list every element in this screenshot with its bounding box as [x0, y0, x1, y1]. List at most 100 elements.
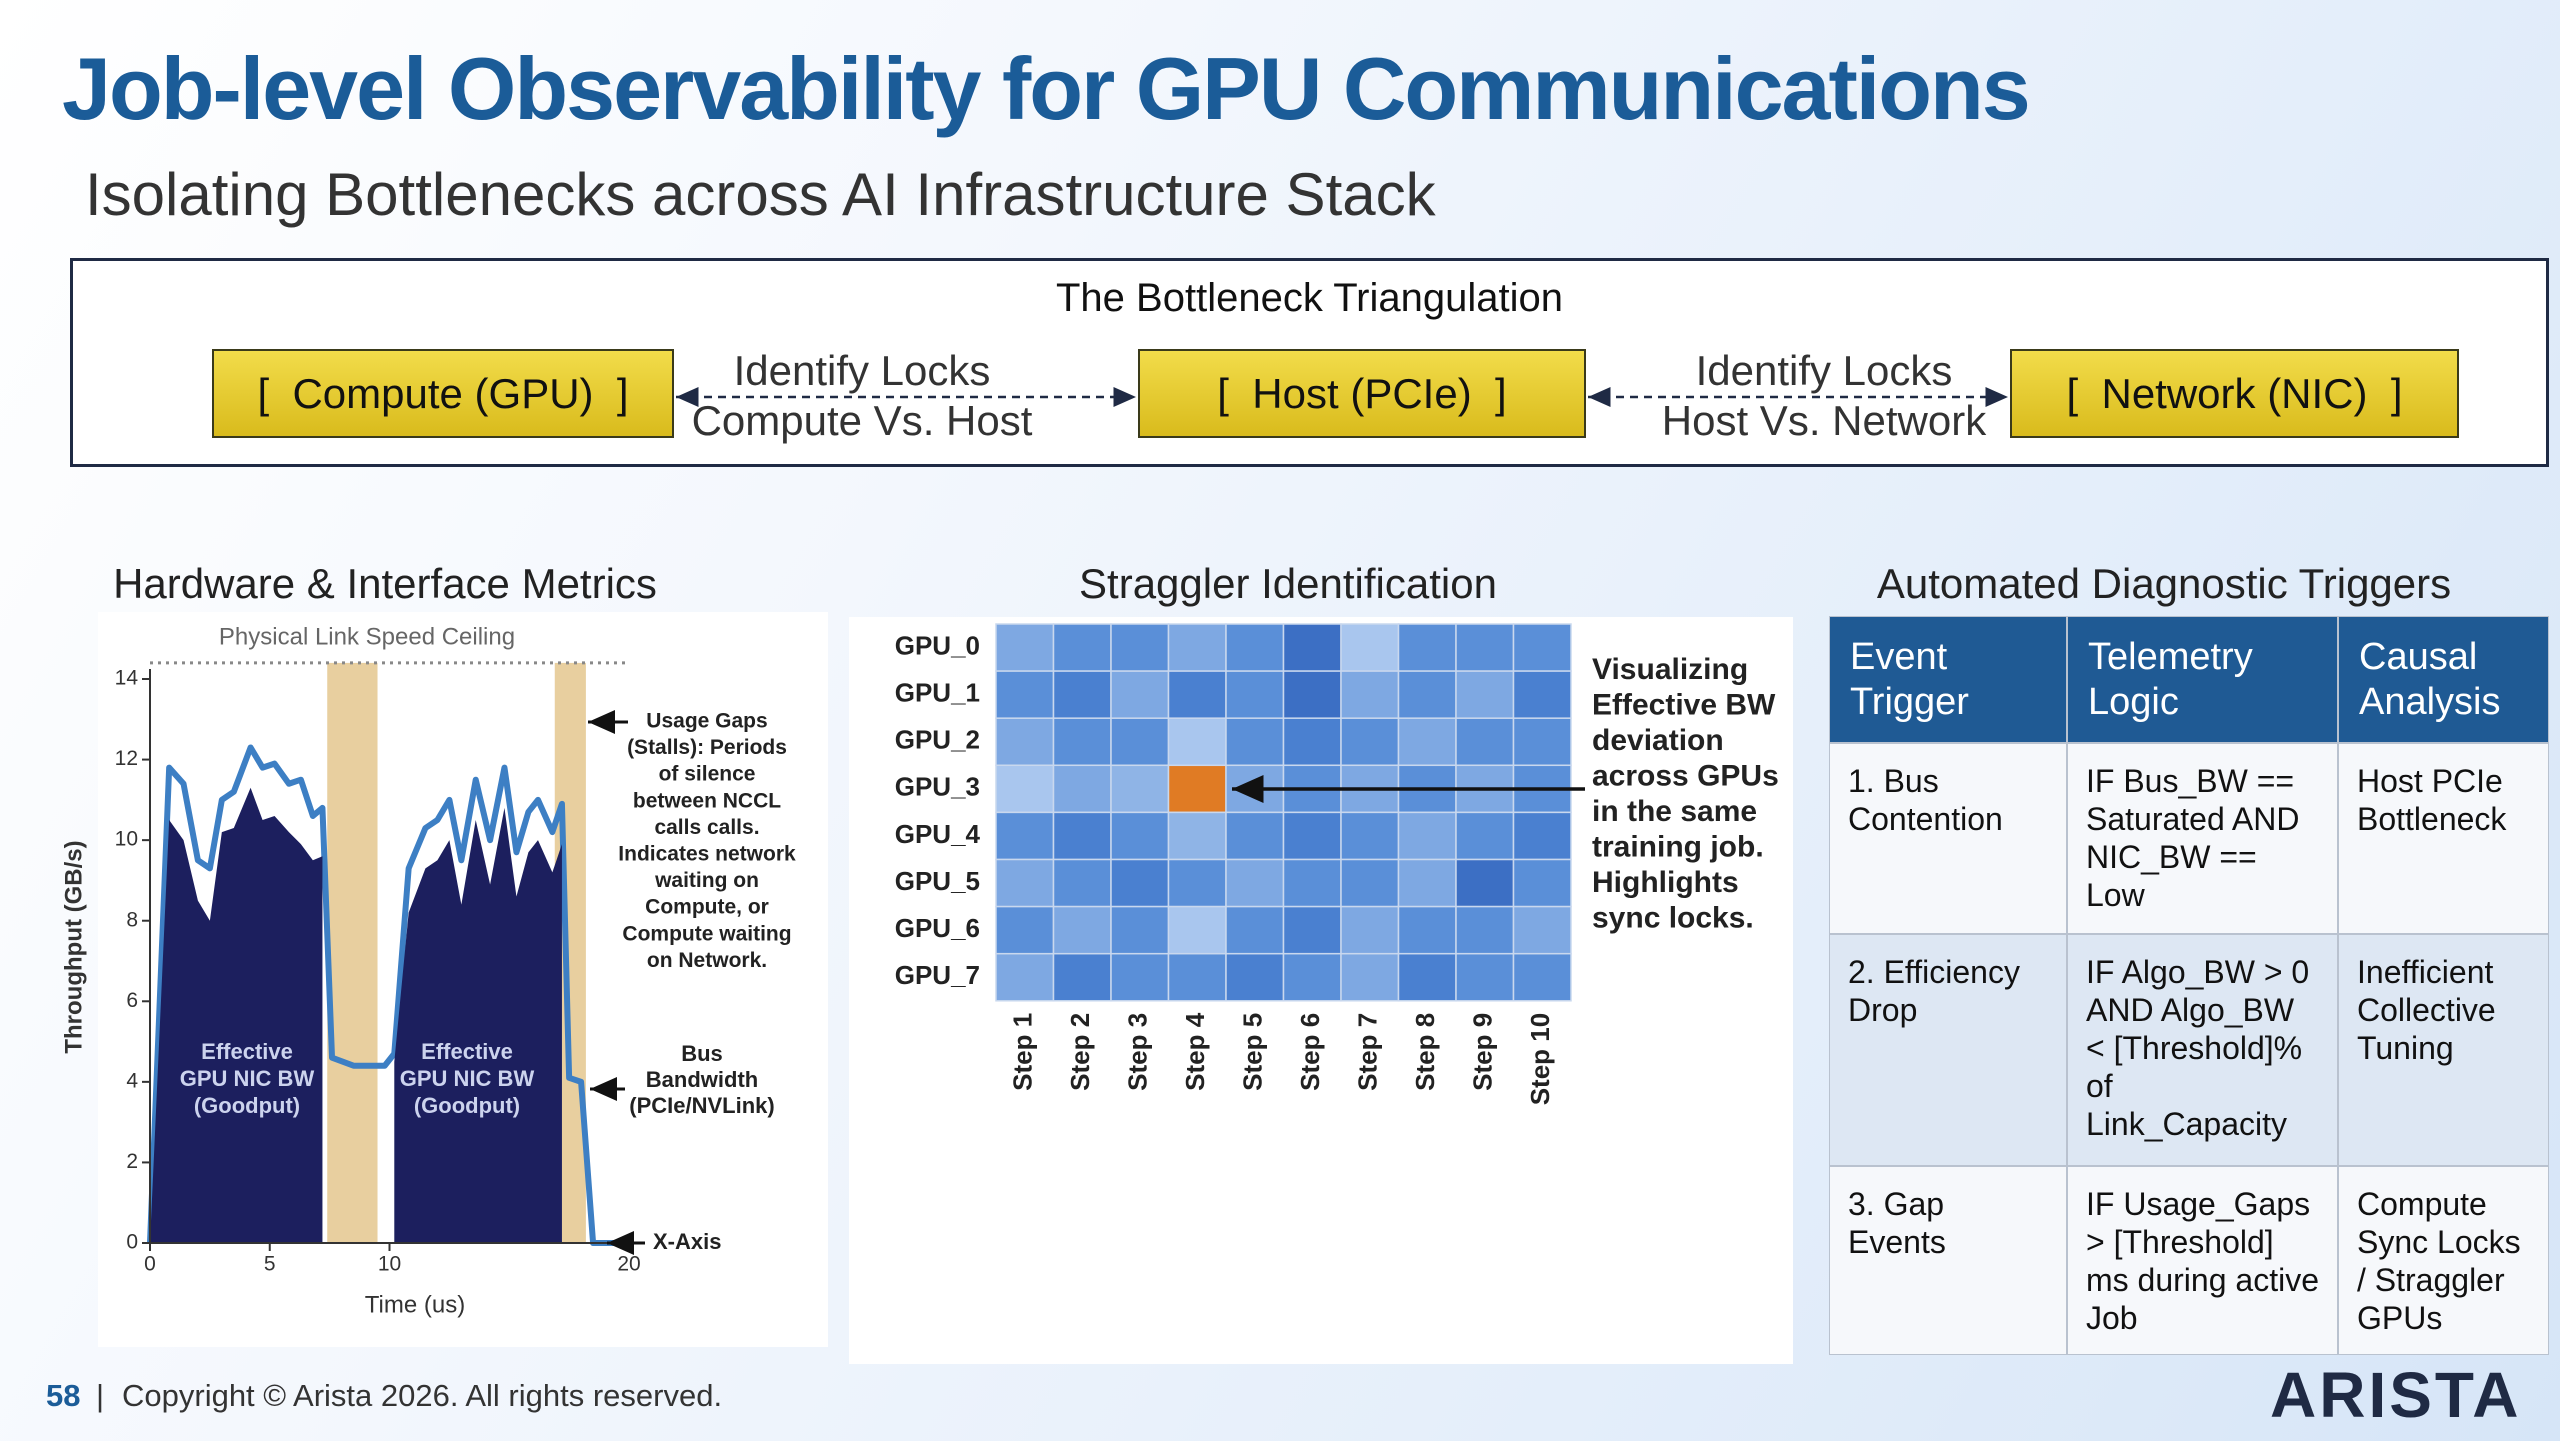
- heatmap-cell: [1225, 858, 1285, 908]
- row-label: GPU_0: [895, 630, 980, 660]
- row-label: GPU_7: [895, 960, 980, 990]
- heatmap-cell: [1512, 905, 1572, 955]
- node: [ Compute (GPU) ]: [212, 349, 674, 438]
- heatmap-cell: [995, 905, 1055, 955]
- section-heading: Straggler Identification: [1079, 560, 1497, 607]
- heatmap-cell: [995, 717, 1055, 767]
- annotation: (PCIe/NVLink): [629, 1093, 774, 1118]
- heatmap-cell: [1110, 811, 1170, 861]
- row-label: GPU_4: [895, 819, 981, 849]
- table-header-cell: Event Trigger: [1829, 616, 2067, 743]
- node: [ Network (NIC) ]: [2010, 349, 2459, 438]
- goodput-label: (Goodput): [194, 1093, 300, 1118]
- heatmap-annotation: across GPUs: [1592, 759, 1779, 792]
- column-label: Step 5: [1238, 1013, 1268, 1091]
- subtitle: Isolating Bottlenecks across AI Infrastr…: [85, 161, 1436, 228]
- heatmap-cell: [1110, 952, 1170, 1002]
- row-label: GPU_3: [895, 772, 980, 802]
- section-heading: Automated Diagnostic Triggers: [1876, 560, 2452, 607]
- x-tick-label: 5: [264, 1253, 276, 1276]
- heatmap-annotation: Visualizing: [1592, 653, 1748, 686]
- heatmap-cell: [1397, 858, 1457, 908]
- heatmap-cell: [1052, 717, 1112, 767]
- column-label: Step 9: [1468, 1013, 1498, 1091]
- heatmap-cell: [1397, 811, 1457, 861]
- heatmap-cell: [1225, 623, 1285, 672]
- table-cell: 3. Gap Events: [1829, 1166, 2067, 1355]
- heatmap-cell: [1052, 670, 1112, 719]
- table-cell: IF Bus_BW == Saturated AND NIC_BW == Low: [2067, 743, 2338, 934]
- heatmap-annotation: training job.: [1592, 830, 1764, 863]
- heatmap-cell: [1455, 670, 1515, 719]
- heatmap-cell: [1167, 764, 1227, 814]
- heatmap-cell: [1110, 905, 1170, 955]
- column-label: Step 7: [1353, 1013, 1383, 1091]
- heatmap-cell: [1397, 670, 1457, 719]
- row-label: GPU_2: [895, 725, 980, 755]
- y-tick-label: 6: [126, 989, 138, 1012]
- heatmap-cell: [1397, 952, 1457, 1002]
- heatmap-cell: [1225, 952, 1285, 1002]
- diagnostic-table: Event Trigger Telemetry Logic Causal Analy…: [1829, 616, 2549, 1355]
- ceiling-label: Physical Link Speed Ceiling: [219, 623, 515, 650]
- heatmap-cell: [1110, 764, 1170, 814]
- heatmap-cell: [1167, 670, 1227, 719]
- annotation: of silence: [659, 763, 756, 786]
- x-tick-label: 0: [144, 1253, 156, 1276]
- table-header-cell: Causal Analysis: [2338, 616, 2549, 743]
- y-tick-label: 8: [126, 908, 138, 931]
- heatmap-cell: [995, 952, 1055, 1002]
- goodput-label: (Goodput): [414, 1093, 520, 1118]
- annotation: Usage Gaps: [646, 710, 767, 733]
- heatmap-cell: [1512, 670, 1572, 719]
- column-label: Step 2: [1065, 1013, 1095, 1091]
- goodput-label: Effective: [201, 1039, 293, 1064]
- heatmap-cell: [1455, 905, 1515, 955]
- heatmap-cell: [1167, 623, 1227, 672]
- title: Job-level Observability for GPU Communic…: [62, 39, 2031, 138]
- heatmap-cell: [995, 764, 1055, 814]
- heatmap-cell: [1340, 858, 1400, 908]
- edge-label: Identify Locks: [1695, 347, 1953, 394]
- footer-separator: |: [96, 1378, 105, 1413]
- triangulation-title: The Bottleneck Triangulation: [1056, 276, 1563, 320]
- heatmap-cell: [995, 811, 1055, 861]
- annotation: calls calls.: [654, 816, 759, 839]
- heatmap-cell: [1512, 811, 1572, 861]
- annotation: Compute, or: [645, 896, 769, 919]
- heatmap-cell: [1282, 623, 1342, 672]
- heatmap-cell: [1455, 623, 1515, 672]
- logo: ARISTA: [2270, 1359, 2522, 1431]
- heatmap-cell: [1397, 905, 1457, 955]
- annotation: waiting on: [654, 869, 759, 892]
- heatmap-annotation: in the same: [1592, 795, 1757, 828]
- heatmap-cell: [1052, 623, 1112, 672]
- heatmap-cell: [1110, 623, 1170, 672]
- y-tick-label: 2: [126, 1150, 138, 1173]
- heatmap-annotation: Effective BW: [1592, 688, 1776, 721]
- annotation: Compute waiting: [622, 922, 791, 945]
- heatmap-cell: [1167, 858, 1227, 908]
- row-label: GPU_6: [895, 913, 980, 943]
- table-cell: 1. Bus Contention: [1829, 743, 2067, 934]
- goodput-label: GPU NIC BW: [180, 1066, 315, 1091]
- x-axis-label: Time (us): [365, 1291, 465, 1318]
- table-cell: IF Usage_Gaps > [Threshold] ms during ac…: [2067, 1166, 2338, 1355]
- goodput-area: [150, 787, 323, 1243]
- column-label: Step 3: [1123, 1013, 1153, 1091]
- heatmap-cell: [1455, 858, 1515, 908]
- y-axis-label: Throughput (GB/s): [60, 840, 87, 1053]
- heatmap-cell: [1225, 905, 1285, 955]
- table-header-cell: Telemetry Logic: [2067, 616, 2338, 743]
- page-number: 58: [46, 1378, 81, 1413]
- heatmap-cell: [1282, 670, 1342, 719]
- heatmap-cell: [1052, 858, 1112, 908]
- heatmap-cell: [1225, 670, 1285, 719]
- y-tick-label: 10: [115, 828, 138, 851]
- row-label: GPU_1: [895, 678, 980, 708]
- heatmap-cell: [1282, 858, 1342, 908]
- heatmap-cell: [1225, 811, 1285, 861]
- y-tick-label: 4: [126, 1069, 138, 1092]
- gap-band: [327, 662, 378, 1243]
